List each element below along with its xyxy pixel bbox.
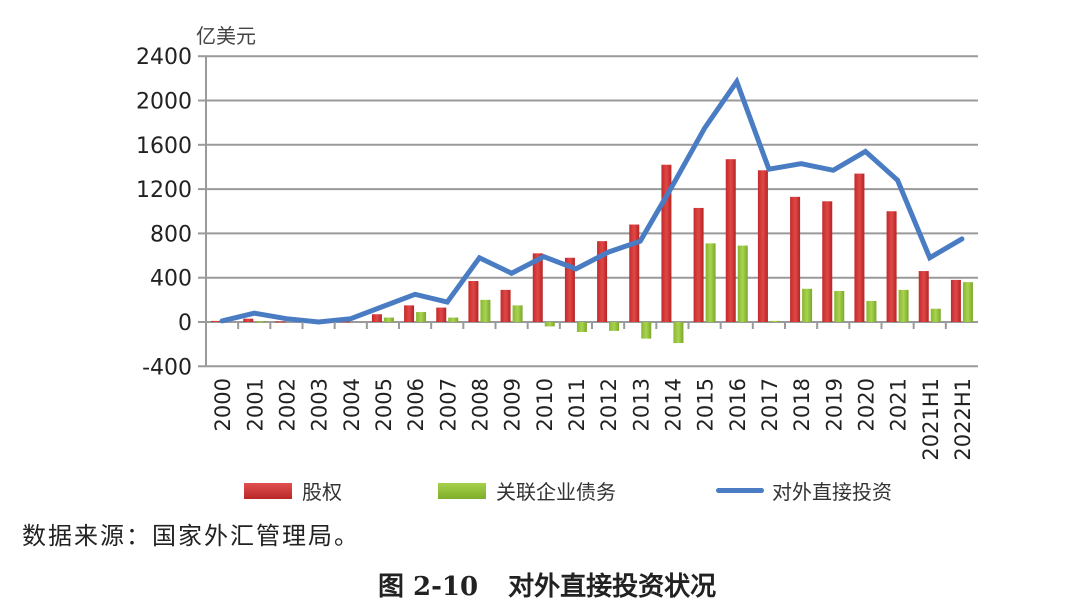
x-tick-label: 2001 (243, 378, 267, 431)
bar-affiliate-debt (705, 243, 716, 322)
bar-equity (790, 196, 801, 322)
bar-affiliate-debt (737, 245, 748, 322)
y-tick-label: 1600 (136, 134, 192, 159)
bar-affiliate-debt (930, 308, 941, 322)
x-tick-label: 2021 (887, 378, 911, 431)
bar-equity (950, 279, 961, 322)
bar-equity (468, 281, 479, 322)
x-tick-label: 2000 (211, 378, 235, 431)
bar-equity (275, 321, 286, 323)
bar-equity (500, 289, 511, 322)
bar-affiliate-debt (480, 299, 491, 322)
x-tick-label: 2002 (275, 378, 299, 431)
chart-legend: 股权 关联企业债务 对外直接投资 (0, 476, 1080, 506)
legend-swatch-green-icon (438, 482, 486, 499)
y-tick-label: 1200 (136, 178, 192, 203)
gridlines (206, 55, 978, 323)
figure-title: 对外直接投资状况 (508, 572, 717, 602)
x-tick-label: 2012 (597, 378, 621, 431)
legend-swatch-red-icon (244, 482, 292, 499)
y-tick-label: 800 (150, 222, 192, 247)
x-tick-label: 2020 (854, 378, 878, 431)
x-tick-label: 2006 (404, 378, 428, 431)
bar-affiliate-debt (609, 322, 620, 331)
x-tick-label: 2018 (790, 378, 814, 431)
x-tick-label: 2009 (501, 378, 525, 431)
x-tick-label: 2015 (694, 378, 718, 431)
bar-equity (564, 257, 575, 322)
bar-affiliate-debt (802, 288, 813, 322)
legend-item-odi: 对外直接投资 (716, 476, 892, 505)
bar-affiliate-debt (255, 321, 266, 323)
x-tick-label: 2003 (308, 378, 332, 431)
x-tick-label: 2017 (758, 378, 782, 431)
legend-label: 对外直接投资 (772, 480, 892, 504)
x-tick-label: 2008 (468, 378, 492, 431)
x-tick-label: 2019 (822, 378, 846, 431)
x-tick-label: 2022H1 (951, 378, 975, 461)
x-tick-label: 2014 (661, 378, 685, 431)
bar-equity (211, 320, 222, 322)
bar-equity (629, 224, 640, 322)
bar-equity (886, 211, 897, 322)
bar-equity (436, 307, 447, 322)
x-tick-label: 2007 (436, 378, 460, 431)
bar-affiliate-debt (383, 317, 394, 322)
y-tick-label: 400 (150, 267, 192, 292)
bar-equity (693, 207, 704, 322)
bar-equity (854, 173, 865, 322)
chart-canvas: -400 0 400 800 1200 1600 2000 2400 2000 2001 2002… (136, 45, 978, 461)
bar-affiliate-debt (962, 282, 973, 322)
bar-affiliate-debt (512, 305, 523, 322)
bar-equity (661, 164, 672, 322)
bar-affiliate-debt (834, 290, 845, 322)
legend-item-equity: 股权 (244, 476, 342, 505)
bar-affiliate-debt (673, 322, 684, 344)
x-tick-label: 2016 (726, 378, 750, 431)
legend-item-debt: 关联企业债务 (438, 476, 616, 505)
figure-caption: 图 2-10 对外直接投资状况 (378, 566, 716, 603)
bar-equity (339, 321, 350, 323)
bar-equity (532, 253, 543, 322)
bar-affiliate-debt (544, 322, 555, 327)
y-axis: -400 0 400 800 1200 1600 2000 2400 (136, 45, 978, 380)
y-tick-label: 2000 (136, 90, 192, 115)
x-tick-label: 2013 (629, 378, 653, 431)
x-tick-label: 2004 (340, 378, 364, 431)
bar-affiliate-debt (769, 320, 780, 322)
bar-equity (822, 201, 833, 322)
bar-series (211, 159, 973, 344)
data-source-note: 数据来源：国家外汇管理局。 (22, 522, 360, 550)
bar-affiliate-debt (416, 312, 427, 322)
bar-equity (243, 318, 254, 322)
line-odi (219, 76, 965, 325)
y-tick-label: 0 (178, 311, 192, 336)
bar-equity (918, 271, 929, 322)
bar-equity (757, 170, 768, 322)
bar-affiliate-debt (866, 300, 877, 322)
bar-equity (371, 314, 382, 322)
bar-affiliate-debt (641, 322, 652, 339)
x-tick-label: 2011 (565, 378, 589, 431)
legend-label: 股权 (302, 480, 342, 504)
x-tick-label: 2010 (533, 378, 557, 431)
y-tick-label: -400 (142, 355, 192, 380)
line-series (219, 76, 965, 325)
bar-affiliate-debt (898, 289, 909, 322)
bar-affiliate-debt (448, 317, 459, 322)
legend-line-blue-icon (716, 488, 764, 493)
bar-equity (404, 305, 415, 322)
figure-number: 图 2-10 (378, 572, 479, 602)
bar-affiliate-debt (576, 322, 587, 332)
x-axis: 2000 2001 2002 2003 2004 2005 2006 2007 2008 2009… (211, 322, 975, 461)
bar-equity (725, 159, 736, 322)
x-tick-label: 2005 (372, 378, 396, 431)
y-tick-label: 2400 (136, 45, 192, 70)
x-tick-label: 2021H1 (919, 378, 943, 461)
y-axis-unit-label: 亿美元 (196, 24, 256, 48)
legend-label: 关联企业债务 (496, 480, 616, 504)
bar-equity (597, 241, 608, 322)
